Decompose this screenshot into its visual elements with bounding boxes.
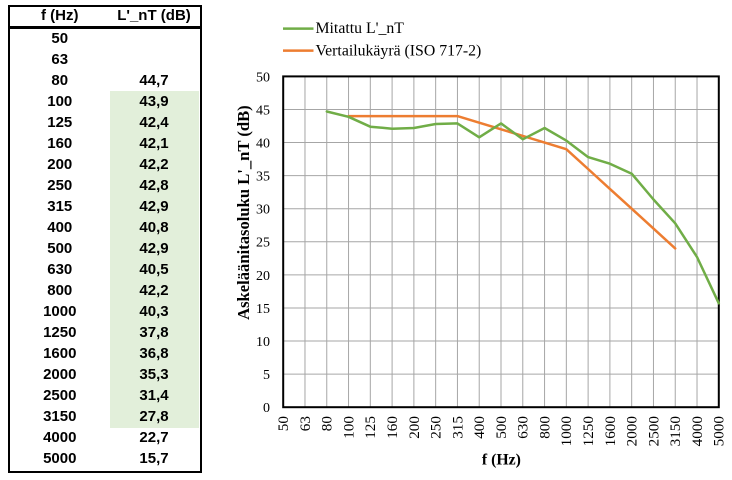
svg-text:1250: 1250: [580, 416, 597, 447]
svg-text:Askeläänitasoluku L'_nT (dB): Askeläänitasoluku L'_nT (dB): [234, 105, 253, 320]
svg-text:10: 10: [256, 335, 270, 350]
svg-text:2500: 2500: [645, 416, 662, 447]
svg-text:2000: 2000: [624, 416, 641, 447]
svg-text:15: 15: [256, 302, 270, 317]
svg-text:1000: 1000: [558, 416, 575, 447]
svg-text:f (Hz): f (Hz): [482, 451, 521, 468]
svg-text:315: 315: [449, 416, 466, 439]
svg-text:4000: 4000: [689, 416, 706, 447]
svg-text:5: 5: [263, 368, 270, 383]
svg-text:1600: 1600: [602, 416, 619, 447]
svg-text:50: 50: [256, 70, 270, 85]
svg-text:25: 25: [256, 236, 270, 251]
svg-text:400: 400: [471, 416, 488, 439]
svg-text:63: 63: [297, 416, 314, 431]
svg-text:40: 40: [256, 137, 270, 152]
svg-text:Vertailukäyrä (ISO 717-2): Vertailukäyrä (ISO 717-2): [316, 42, 482, 59]
svg-text:800: 800: [537, 416, 554, 439]
svg-text:250: 250: [428, 416, 445, 439]
svg-text:500: 500: [493, 416, 510, 439]
svg-text:Mitattu L'_nT: Mitattu L'_nT: [316, 20, 405, 37]
svg-text:160: 160: [384, 416, 401, 439]
svg-text:630: 630: [515, 416, 532, 439]
svg-text:50: 50: [275, 416, 292, 432]
svg-text:100: 100: [340, 416, 357, 439]
svg-text:3150: 3150: [667, 416, 684, 447]
svg-text:125: 125: [362, 416, 379, 439]
svg-text:35: 35: [256, 170, 270, 185]
svg-text:30: 30: [256, 203, 270, 218]
svg-text:80: 80: [319, 416, 336, 432]
svg-text:45: 45: [256, 103, 270, 118]
svg-text:20: 20: [256, 269, 270, 284]
svg-text:5000: 5000: [711, 416, 728, 447]
svg-text:0: 0: [263, 401, 270, 416]
svg-text:200: 200: [406, 416, 423, 439]
